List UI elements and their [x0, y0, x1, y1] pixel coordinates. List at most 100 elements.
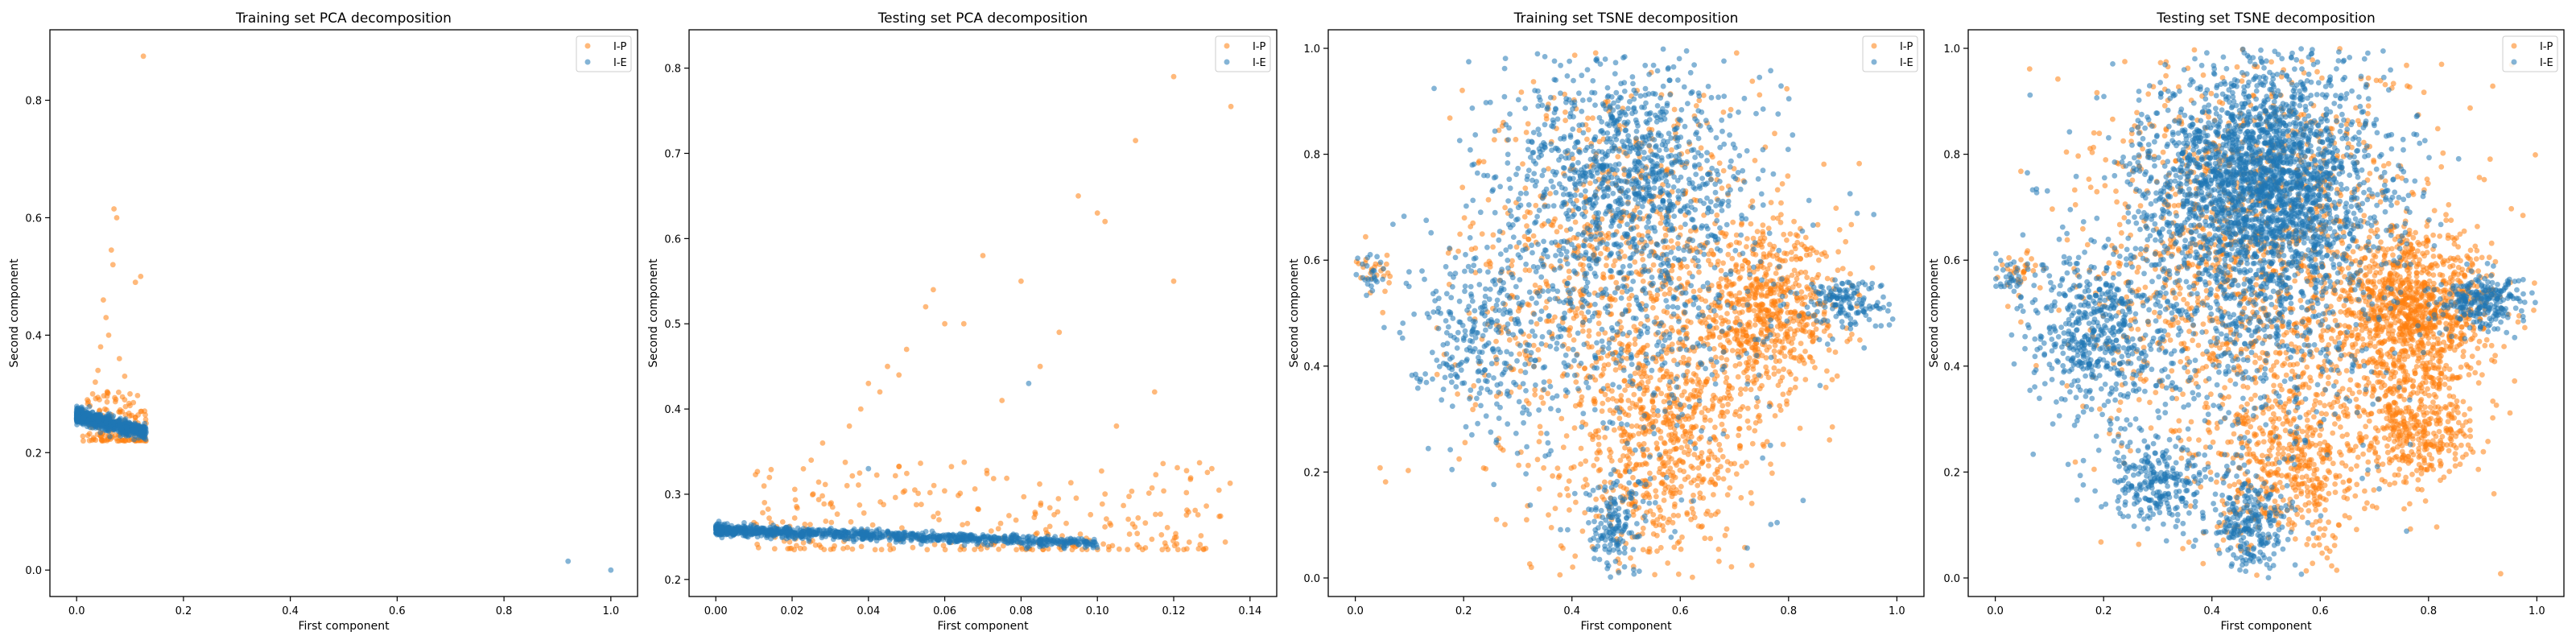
- data-point: [1573, 499, 1579, 506]
- data-point: [1579, 528, 1586, 535]
- data-point: [1674, 241, 1681, 247]
- data-point: [1609, 351, 1616, 357]
- data-point: [1724, 221, 1730, 228]
- data-point: [1524, 398, 1530, 404]
- data-point: [97, 430, 104, 436]
- data-point: [1474, 170, 1480, 176]
- x-tick-label: 0.06: [933, 605, 956, 617]
- data-point: [1715, 469, 1720, 475]
- data-point: [1520, 161, 1525, 167]
- data-point: [857, 406, 864, 412]
- data-point: [1517, 368, 1524, 374]
- data-point: [1706, 314, 1712, 320]
- data-point: [1677, 457, 1683, 463]
- data-point: [1703, 335, 1710, 341]
- data-point: [1737, 328, 1744, 333]
- data-point: [1605, 386, 1612, 392]
- data-point: [1203, 503, 1209, 509]
- data-point: [1793, 355, 1799, 361]
- data-point: [1204, 469, 1211, 476]
- data-point: [1545, 390, 1551, 397]
- data-point: [1099, 501, 1105, 507]
- data-point: [1789, 341, 1795, 346]
- data-point: [1743, 386, 1748, 392]
- data-point: [1525, 462, 1531, 469]
- data-point: [1817, 382, 1823, 389]
- data-point: [942, 547, 948, 553]
- data-point: [1631, 391, 1637, 398]
- data-point: [741, 530, 747, 536]
- data-point: [86, 403, 93, 410]
- data-point: [828, 547, 834, 552]
- data-point: [845, 529, 852, 535]
- data-point: [1682, 477, 1688, 482]
- data-point: [1771, 348, 1777, 354]
- data-point: [1546, 329, 1552, 336]
- data-point: [1580, 328, 1586, 334]
- data-point: [1553, 189, 1559, 196]
- data-point: [1608, 458, 1615, 464]
- data-point: [1662, 450, 1669, 456]
- data-point: [1665, 560, 1671, 566]
- data-point: [1856, 160, 1863, 167]
- data-point: [1524, 444, 1530, 450]
- data-point: [1216, 487, 1222, 493]
- data-point: [1684, 263, 1690, 270]
- data-point: [1765, 311, 1771, 316]
- data-point: [828, 519, 835, 526]
- data-point: [1490, 232, 1496, 238]
- data-point: [1046, 523, 1053, 530]
- data-point: [1719, 185, 1725, 192]
- data-point: [1650, 520, 1657, 526]
- data-point: [1752, 252, 1759, 258]
- data-point: [1780, 441, 1786, 448]
- data-point: [1619, 289, 1625, 295]
- data-point: [1716, 160, 1723, 167]
- data-point: [1158, 532, 1165, 538]
- data-point: [1743, 367, 1749, 374]
- data-point: [807, 522, 813, 527]
- x-axis-label: First component: [298, 620, 390, 633]
- data-point: [1492, 209, 1498, 216]
- data-point: [127, 390, 133, 397]
- data-point: [1754, 229, 1761, 234]
- data-point: [1794, 275, 1800, 282]
- data-point: [1570, 346, 1576, 353]
- data-point: [1716, 334, 1723, 341]
- data-point: [1779, 276, 1785, 283]
- data-point: [1737, 275, 1744, 280]
- data-point: [1540, 263, 1546, 270]
- data-point: [1787, 231, 1794, 237]
- data-point: [1629, 423, 1635, 429]
- data-point: [1650, 262, 1657, 268]
- plot-frame: [49, 29, 638, 597]
- data-point: [565, 558, 572, 564]
- legend-label-ie: I-E: [613, 57, 627, 69]
- data-point: [1741, 296, 1748, 302]
- data-point: [1056, 329, 1063, 336]
- panel-title: Training set TSNE decomposition: [1513, 10, 1739, 27]
- data-point: [1793, 376, 1799, 382]
- data-point: [1637, 216, 1643, 222]
- data-point: [1491, 137, 1497, 143]
- data-point: [1129, 521, 1136, 527]
- data-point: [1642, 85, 1649, 92]
- data-point: [1788, 353, 1794, 360]
- data-point: [1463, 203, 1469, 209]
- data-point: [89, 437, 95, 444]
- data-point: [822, 481, 828, 488]
- data-point: [1684, 511, 1690, 518]
- data-point: [1778, 200, 1784, 206]
- data-point: [1681, 389, 1687, 394]
- data-point: [993, 538, 999, 544]
- data-point: [1612, 297, 1618, 303]
- data-point: [1455, 248, 1461, 254]
- data-point: [1680, 327, 1686, 333]
- data-point: [1650, 304, 1656, 311]
- data-point: [1662, 238, 1669, 244]
- data-point: [1679, 423, 1686, 429]
- data-point: [1774, 332, 1781, 339]
- data-point: [1425, 445, 1431, 452]
- data-point: [1575, 306, 1580, 312]
- data-point: [760, 510, 766, 516]
